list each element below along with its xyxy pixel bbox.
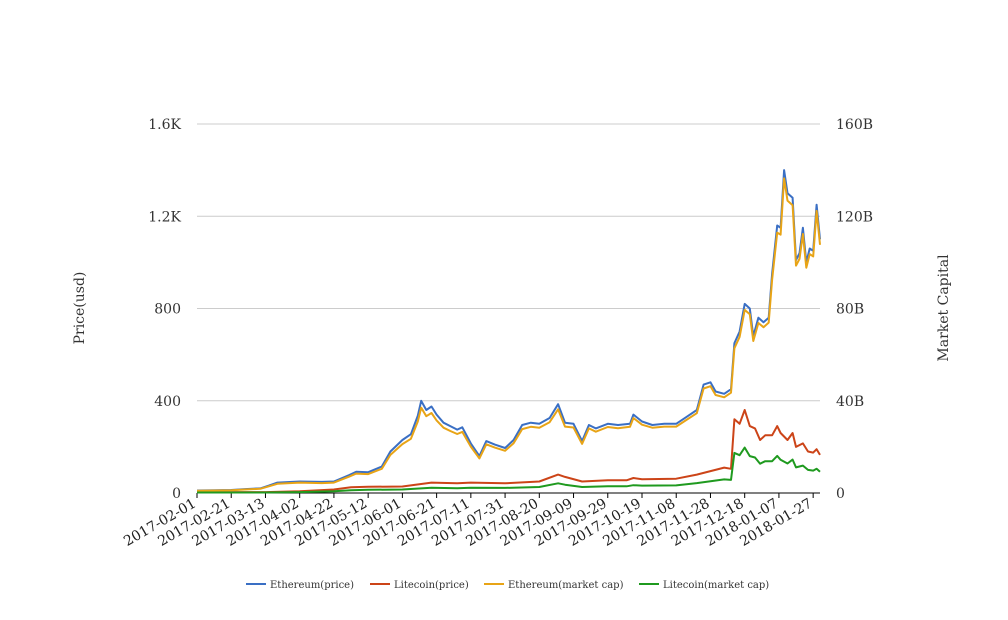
series-line — [197, 409, 821, 494]
y-tick-label-right: 0 — [836, 486, 845, 502]
y-tick-label-left: 1.2K — [148, 209, 181, 225]
y-tick-label-left: 800 — [154, 302, 181, 318]
y-tick-label-right: 80B — [836, 302, 864, 318]
legend-label: Ethereum(market cap) — [508, 580, 624, 591]
series-line — [196, 177, 821, 492]
y-tick-label-right: 120B — [836, 209, 873, 225]
y-tick-label-left: 400 — [154, 394, 181, 410]
y-tick-label-left: 1.6K — [148, 117, 181, 133]
y-tick-label-left: 0 — [172, 486, 181, 502]
right-y-axis: 0 40B 80B 120B 160B — [836, 117, 873, 502]
gridlines — [197, 123, 820, 494]
legend-label: Ethereum(price) — [270, 580, 354, 591]
legend: Ethereum(price) Litecoin(price) Ethereum(m… — [246, 580, 769, 591]
series-line — [196, 169, 821, 492]
legend-label: Litecoin(market cap) — [663, 580, 769, 591]
x-axis: 2017-02-012017-02-212017-03-132017-04-02… — [121, 493, 815, 550]
series-line — [197, 446, 821, 494]
y-tick-label-right: 160B — [836, 117, 873, 133]
left-axis-title: Price(usd) — [72, 272, 88, 345]
y-tick-label-right: 40B — [836, 394, 864, 410]
series-lines — [196, 169, 821, 494]
left-y-axis: 0 400 800 1.2K 1.6K — [148, 117, 181, 502]
right-axis-title: Market Capital — [936, 254, 952, 362]
legend-label: Litecoin(price) — [394, 580, 469, 591]
